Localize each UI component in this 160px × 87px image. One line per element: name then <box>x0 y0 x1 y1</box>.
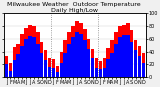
Bar <box>20 34 24 77</box>
Bar <box>13 47 16 77</box>
Bar <box>87 39 90 77</box>
Bar <box>32 26 36 77</box>
Bar <box>28 36 32 77</box>
Bar <box>13 60 16 77</box>
Bar <box>91 58 94 77</box>
Bar <box>83 29 87 77</box>
Bar <box>56 72 59 77</box>
Bar <box>103 68 106 77</box>
Bar <box>48 67 51 77</box>
Bar <box>9 71 12 77</box>
Bar <box>142 53 145 77</box>
Bar <box>130 42 133 77</box>
Bar <box>99 61 102 77</box>
Bar <box>106 48 110 77</box>
Bar <box>122 25 126 77</box>
Bar <box>9 63 12 77</box>
Bar <box>36 44 40 77</box>
Bar <box>106 59 110 77</box>
Bar <box>44 50 47 77</box>
Bar <box>79 23 83 77</box>
Title: Milwaukee Weather  Outdoor Temperature  Daily High/Low: Milwaukee Weather Outdoor Temperature Da… <box>7 2 143 13</box>
Bar <box>142 63 145 77</box>
Bar <box>99 69 102 77</box>
Bar <box>114 32 118 77</box>
Bar <box>134 50 137 77</box>
Bar <box>16 44 20 77</box>
Bar <box>110 53 114 77</box>
Bar <box>20 46 24 77</box>
Bar <box>16 54 20 77</box>
Bar <box>60 52 63 77</box>
Bar <box>5 64 8 77</box>
Bar <box>75 32 79 77</box>
Bar <box>40 42 44 77</box>
Bar <box>24 39 28 77</box>
Bar <box>28 25 32 77</box>
Bar <box>122 35 126 77</box>
Bar <box>71 37 75 77</box>
Bar <box>67 32 71 77</box>
Bar <box>32 37 36 77</box>
Bar <box>56 66 59 77</box>
Bar <box>110 40 114 77</box>
Bar <box>40 53 44 77</box>
Bar <box>75 21 79 77</box>
Bar <box>60 63 63 77</box>
Bar <box>63 40 67 77</box>
Bar <box>71 26 75 77</box>
Bar <box>48 58 51 77</box>
Bar <box>118 37 122 77</box>
Bar <box>118 26 122 77</box>
Bar <box>95 68 98 77</box>
Bar <box>24 28 28 77</box>
Bar <box>91 49 94 77</box>
Bar <box>130 30 133 77</box>
Bar <box>79 34 83 77</box>
Bar <box>44 60 47 77</box>
Bar <box>63 53 67 77</box>
Bar <box>52 68 55 77</box>
Bar <box>36 32 40 77</box>
Bar <box>126 23 130 77</box>
Bar <box>126 35 130 77</box>
Bar <box>95 58 98 77</box>
Bar <box>138 46 141 77</box>
Bar <box>87 49 90 77</box>
Bar <box>114 44 118 77</box>
Bar <box>67 44 71 77</box>
Bar <box>138 56 141 77</box>
Bar <box>52 59 55 77</box>
Bar <box>134 40 137 77</box>
Bar <box>103 58 106 77</box>
Bar <box>83 40 87 77</box>
Bar <box>5 56 8 77</box>
